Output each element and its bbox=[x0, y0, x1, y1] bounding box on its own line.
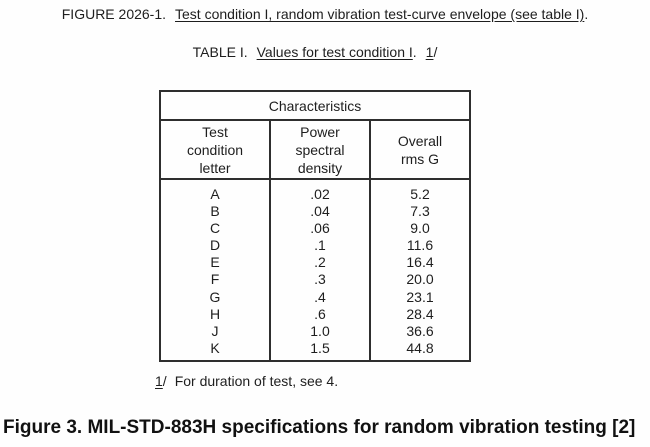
figure-reference-period: . bbox=[584, 6, 589, 22]
footnote-text: For duration of test, see 4. bbox=[174, 373, 339, 389]
cell-rms: 5.2 bbox=[369, 179, 471, 204]
group-header-cell: Characteristics bbox=[159, 90, 471, 121]
column-header-overall-rms-g: Overall rms G bbox=[369, 119, 471, 180]
cell-letter: B bbox=[159, 203, 271, 221]
column-header-power-spectral-density: Power spectral density bbox=[269, 119, 371, 180]
cell-letter: J bbox=[159, 322, 271, 340]
table-heading-label: TABLE I. bbox=[192, 44, 248, 60]
table-row: G .4 23.1 bbox=[159, 288, 471, 306]
footnote-marker-number: 1 bbox=[155, 373, 163, 389]
table-heading-line: TABLE I. Values for test condition I. 1/ bbox=[0, 44, 630, 60]
footnote-marker: 1/ bbox=[155, 373, 167, 389]
footnote-ref-slash: / bbox=[433, 44, 438, 60]
values-table: Characteristics Test condition letter Po… bbox=[159, 90, 471, 362]
cell-psd: .1 bbox=[269, 237, 371, 255]
footnote-marker-slash: / bbox=[162, 373, 167, 389]
cell-letter: F bbox=[159, 271, 271, 289]
table-heading-footnote-ref: 1/ bbox=[426, 44, 438, 60]
cell-psd: .04 bbox=[269, 203, 371, 221]
cell-letter: D bbox=[159, 237, 271, 255]
cell-rms: 44.8 bbox=[369, 339, 471, 361]
values-table-header: Characteristics Test condition letter Po… bbox=[159, 90, 471, 180]
table-row: D .1 11.6 bbox=[159, 237, 471, 255]
table-row: J 1.0 36.6 bbox=[159, 322, 471, 340]
cell-rms: 28.4 bbox=[369, 305, 471, 323]
cell-rms: 36.6 bbox=[369, 322, 471, 340]
cell-psd: .3 bbox=[269, 271, 371, 289]
cell-psd: .06 bbox=[269, 220, 371, 238]
cell-letter: K bbox=[159, 339, 271, 361]
cell-rms: 9.0 bbox=[369, 220, 471, 238]
cell-letter: E bbox=[159, 254, 271, 272]
cell-psd: .4 bbox=[269, 288, 371, 306]
table-row: F .3 20.0 bbox=[159, 271, 471, 289]
table-row: K 1.5 44.8 bbox=[159, 339, 471, 361]
cell-rms: 23.1 bbox=[369, 288, 471, 306]
values-table-body: A .02 5.2 B .04 7.3 C .06 9.0 D .1 11.6 … bbox=[159, 179, 471, 361]
footnote-line: 1/For duration of test, see 4. bbox=[155, 371, 338, 391]
figure-reference-label: FIGURE 2026-1. bbox=[61, 6, 167, 22]
cell-letter: A bbox=[159, 179, 271, 204]
table-row: E .2 16.4 bbox=[159, 254, 471, 272]
table-row: B .04 7.3 bbox=[159, 203, 471, 221]
cell-letter: H bbox=[159, 305, 271, 323]
cell-letter: G bbox=[159, 288, 271, 306]
cell-letter: C bbox=[159, 220, 271, 238]
table-row: A .02 5.2 bbox=[159, 179, 471, 204]
cell-rms: 16.4 bbox=[369, 254, 471, 272]
cell-psd: .02 bbox=[269, 179, 371, 204]
group-header-row: Characteristics bbox=[159, 90, 471, 121]
cell-psd: .2 bbox=[269, 254, 371, 272]
figure-caption: Figure 3. MIL-STD-883H specifications fo… bbox=[3, 417, 636, 438]
cell-psd: .6 bbox=[269, 305, 371, 323]
table-heading-title: Values for test condition I bbox=[256, 44, 413, 60]
footnote-ref-number: 1 bbox=[425, 44, 434, 60]
table-row: C .06 9.0 bbox=[159, 220, 471, 238]
table-heading-period: . bbox=[412, 44, 417, 60]
cell-psd: 1.0 bbox=[269, 322, 371, 340]
table-row: H .6 28.4 bbox=[159, 305, 471, 323]
column-header-row: Test condition letter Power spectral den… bbox=[159, 119, 471, 180]
column-header-test-condition-letter: Test condition letter bbox=[159, 119, 271, 180]
figure-reference-line: FIGURE 2026-1. Test condition I, random v… bbox=[0, 6, 650, 22]
cell-rms: 7.3 bbox=[369, 203, 471, 221]
cell-rms: 11.6 bbox=[369, 237, 471, 255]
figure-reference-title: Test condition I, random vibration test-… bbox=[175, 6, 585, 22]
cell-rms: 20.0 bbox=[369, 271, 471, 289]
cell-psd: 1.5 bbox=[269, 339, 371, 361]
